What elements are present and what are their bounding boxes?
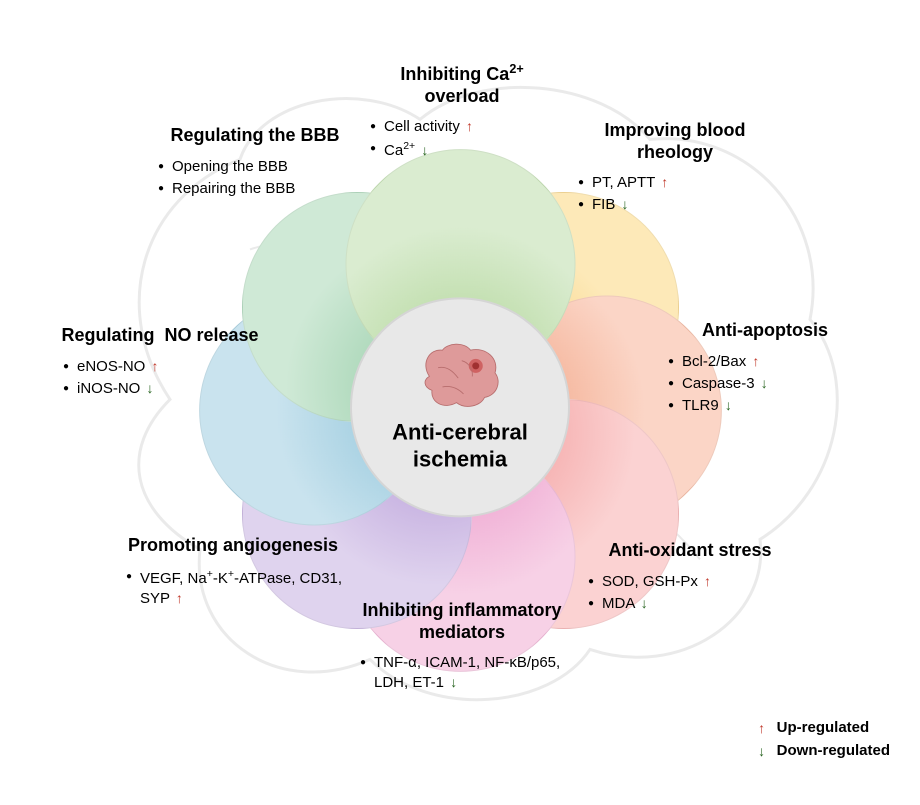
- petal-item: SOD, GSH-Px ↑: [588, 572, 800, 592]
- petal-item: Bcl-2/Bax ↑: [668, 352, 870, 372]
- legend-up-label: Up-regulated: [777, 719, 870, 736]
- arrow-down-icon: ↓: [725, 396, 732, 415]
- petal-content-anti-apoptosis: Anti-apoptosis Bcl-2/Bax ↑Caspase-3 ↓TLR9…: [660, 320, 870, 418]
- petal-title-blood-rheology: Improving blood rheology: [570, 120, 780, 163]
- petal-item: PT, APTT ↑: [578, 173, 780, 193]
- petal-item: Opening the BBB: [158, 157, 360, 177]
- petal-title-inflammatory: Inhibiting inflammatory mediators: [352, 600, 572, 643]
- petal-item: VEGF, Na+-K+-ATPase, CD31, SYP ↑: [126, 567, 348, 610]
- legend-down: ↓ Down-regulated: [755, 742, 890, 759]
- petal-item: FIB ↓: [578, 195, 780, 215]
- center-brain-icon: [415, 342, 505, 412]
- petal-content-inflammatory: Inhibiting inflammatory mediators TNF-α, …: [352, 600, 572, 696]
- petal-content-blood-rheology: Improving blood rheology PT, APTT ↑FIB ↓: [570, 120, 780, 218]
- arrow-up-icon: ↑: [176, 589, 183, 608]
- arrow-up-icon: ↑: [755, 720, 769, 736]
- center-circle: Anti-cerebral ischemia: [350, 297, 570, 517]
- petal-items-ca-overload: Cell activity ↑Ca2+ ↓: [362, 117, 562, 162]
- petal-items-angiogenesis: VEGF, Na+-K+-ATPase, CD31, SYP ↑: [118, 567, 348, 610]
- petal-title-anti-oxidant: Anti-oxidant stress: [580, 540, 800, 562]
- arrow-up-icon: ↑: [704, 572, 711, 591]
- petal-content-no-release: Regulating NO release eNOS-NO ↑iNOS-NO ↓: [55, 325, 265, 401]
- petal-item: Ca2+ ↓: [370, 139, 562, 161]
- arrow-up-icon: ↑: [752, 352, 759, 371]
- petal-item: eNOS-NO ↑: [63, 357, 265, 377]
- petal-item: Caspase-3 ↓: [668, 374, 870, 394]
- legend-down-label: Down-regulated: [777, 742, 890, 759]
- petal-item: TNF-α, ICAM-1, NF-κB/p65, LDH, ET-1 ↓: [360, 653, 572, 694]
- petal-title-ca-overload: Inhibiting Ca2+ overload: [362, 62, 562, 107]
- arrow-down-icon: ↓: [641, 594, 648, 613]
- petal-items-inflammatory: TNF-α, ICAM-1, NF-κB/p65, LDH, ET-1 ↓: [352, 653, 572, 694]
- petal-content-anti-oxidant: Anti-oxidant stress SOD, GSH-Px ↑MDA ↓: [580, 540, 800, 616]
- arrow-down-icon: ↓: [622, 195, 629, 214]
- arrow-down-icon: ↓: [147, 379, 154, 398]
- arrow-down-icon: ↓: [761, 374, 768, 393]
- petal-title-anti-apoptosis: Anti-apoptosis: [660, 320, 870, 342]
- arrow-down-icon: ↓: [421, 141, 428, 160]
- petal-items-anti-oxidant: SOD, GSH-Px ↑MDA ↓: [580, 572, 800, 615]
- arrow-down-icon: ↓: [450, 673, 457, 692]
- petal-title-no-release: Regulating NO release: [55, 325, 265, 347]
- petal-items-blood-rheology: PT, APTT ↑FIB ↓: [570, 173, 780, 216]
- petal-title-angiogenesis: Promoting angiogenesis: [118, 535, 348, 557]
- petal-item: TLR9 ↓: [668, 396, 870, 416]
- legend-up: ↑ Up-regulated: [755, 719, 890, 736]
- petal-content-bbb: Regulating the BBB Opening the BBBRepairi…: [150, 125, 360, 201]
- arrow-up-icon: ↑: [466, 117, 473, 136]
- petal-item: Repairing the BBB: [158, 179, 360, 199]
- petal-items-no-release: eNOS-NO ↑iNOS-NO ↓: [55, 357, 265, 400]
- petal-title-bbb: Regulating the BBB: [150, 125, 360, 147]
- legend: ↑ Up-regulated ↓ Down-regulated: [755, 719, 890, 765]
- petal-content-ca-overload: Inhibiting Ca2+ overload Cell activity ↑C…: [362, 62, 562, 164]
- petal-content-angiogenesis: Promoting angiogenesis VEGF, Na+-K+-ATPas…: [118, 535, 348, 611]
- arrow-down-icon: ↓: [755, 743, 769, 759]
- petal-items-anti-apoptosis: Bcl-2/Bax ↑Caspase-3 ↓TLR9 ↓: [660, 352, 870, 417]
- arrow-up-icon: ↑: [661, 173, 668, 192]
- petal-item: iNOS-NO ↓: [63, 379, 265, 399]
- arrow-up-icon: ↑: [152, 357, 159, 376]
- petal-item: MDA ↓: [588, 594, 800, 614]
- petal-item: Cell activity ↑: [370, 117, 562, 137]
- petal-items-bbb: Opening the BBBRepairing the BBB: [150, 157, 360, 200]
- center-title: Anti-cerebral ischemia: [352, 420, 568, 473]
